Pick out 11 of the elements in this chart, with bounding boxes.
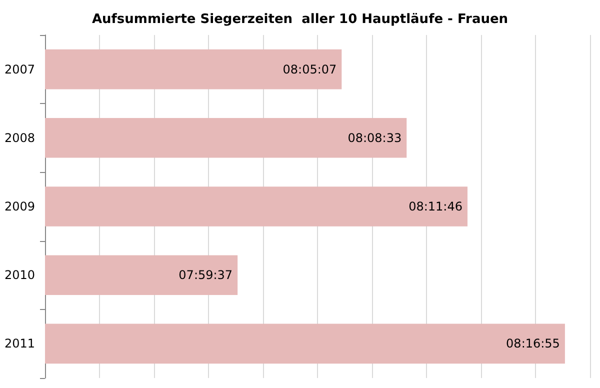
data-label: 08:05:07 bbox=[282, 62, 337, 76]
y-tick-label: 2009 bbox=[4, 200, 35, 214]
data-label: 07:59:37 bbox=[178, 268, 233, 282]
y-tick-label: 2007 bbox=[4, 62, 35, 76]
data-label: 08:16:55 bbox=[506, 336, 560, 351]
y-tick-label: 2010 bbox=[4, 268, 35, 282]
y-tick-label: 2011 bbox=[4, 336, 35, 351]
chart-title: Aufsummierte Siegerzeiten aller 10 Hauptläufe - Frauen bbox=[92, 12, 508, 27]
data-label: 08:08:33 bbox=[348, 130, 402, 145]
y-tick-label: 2008 bbox=[4, 130, 35, 145]
data-label: 08:11:46 bbox=[408, 200, 462, 214]
